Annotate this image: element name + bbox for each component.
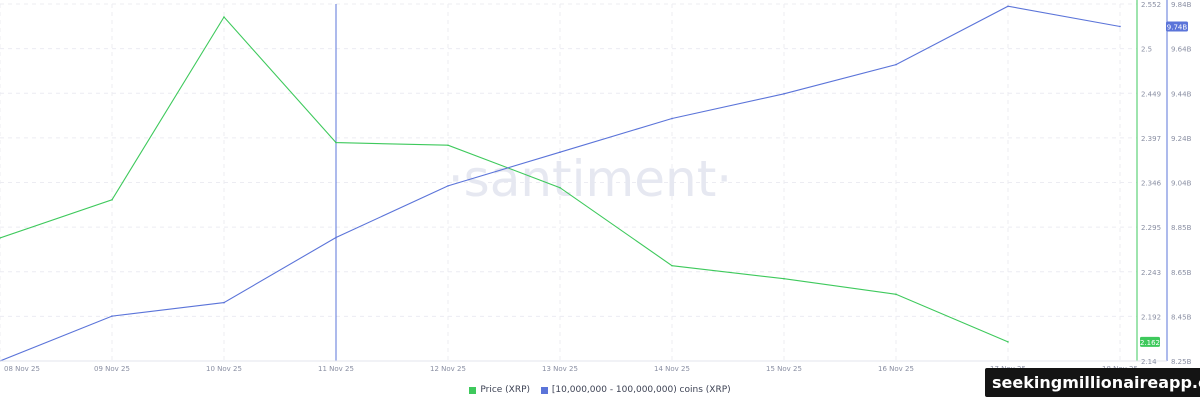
data-point-price: [559, 186, 561, 189]
data-point-price: [223, 16, 225, 18]
holders-axis-tick-label: 8.45B: [1171, 313, 1192, 321]
price-axis-tick-label: 2.192: [1141, 313, 1161, 321]
x-axis-tick-label: 15 Nov 25: [766, 365, 802, 373]
data-point-holders: [447, 185, 449, 187]
holders-axis-tick-label: 8.65B: [1171, 269, 1192, 277]
holders-axis-tick-label: 9.04B: [1171, 180, 1192, 188]
data-point-price: [447, 144, 449, 147]
legend-item-price[interactable]: Price (XRP): [469, 385, 530, 395]
x-axis-tick-label: 11 Nov 25: [318, 365, 354, 373]
series-line-price: [0, 16, 1009, 343]
data-point-holders: [1119, 25, 1121, 28]
data-point-holders: [335, 236, 337, 239]
holders-axis-tick-label: 8.25B: [1171, 358, 1192, 366]
data-point-holders: [895, 63, 897, 66]
price-axis-tick-label: 2.397: [1141, 135, 1161, 143]
data-point-holders: [559, 151, 561, 153]
last-price-label: 2.162: [1140, 336, 1160, 347]
data-point-holders: [1007, 5, 1009, 8]
x-axis-tick-label: 09 Nov 25: [94, 365, 130, 373]
holders-axis-tick-label: 9.84B: [1171, 1, 1192, 9]
holders-axis-tick-label: 8.85B: [1171, 224, 1192, 232]
price-axis-tick-label: 2.5: [1141, 46, 1152, 54]
data-point-holders: [111, 315, 113, 317]
data-point-price: [0, 237, 1, 239]
last-price-label-text: 2.162: [1140, 339, 1160, 347]
x-axis-tick-label: 12 Nov 25: [430, 365, 466, 373]
price-axis-tick-label: 2.449: [1141, 90, 1161, 98]
data-point-price: [671, 264, 673, 267]
data-point-holders: [783, 93, 785, 95]
x-axis-tick-label: 16 Nov 25: [878, 365, 914, 373]
last-price-label-bg: [1140, 336, 1160, 347]
data-point-holders: [671, 117, 673, 120]
last-holders-label-bg: [1166, 21, 1188, 32]
legend-swatch-holders: [540, 386, 548, 394]
data-point-price: [335, 141, 337, 144]
price-axis-tick-label: 2.14: [1141, 358, 1157, 366]
data-point-price: [111, 199, 113, 201]
price-axis-tick-label: 2.295: [1141, 224, 1161, 232]
price-axis-tick-label: 2.243: [1141, 269, 1161, 277]
data-point-price: [1007, 341, 1009, 343]
data-point-holders: [223, 301, 225, 304]
x-axis-tick-label: 08 Nov 25: [4, 365, 40, 373]
holders-axis-tick-label: 9.24B: [1171, 135, 1192, 143]
x-axis-tick-label: 14 Nov 25: [654, 365, 690, 373]
holders-axis-tick-label: 9.64B: [1171, 46, 1192, 54]
legend: Price (XRP) [10,000,000 - 100,000,000) c…: [0, 385, 1200, 397]
x-axis-tick-label: 10 Nov 25: [206, 365, 242, 373]
legend-label-holders: [10,000,000 - 100,000,000) coins (XRP): [551, 385, 731, 395]
legend-swatch-price: [469, 386, 477, 394]
price-axis-tick-label: 2.346: [1141, 180, 1162, 188]
last-holders-label-text: 9.74B: [1167, 23, 1188, 31]
santiment-watermark: ·santiment·: [448, 150, 732, 208]
data-point-price: [783, 277, 785, 280]
legend-label-price: Price (XRP): [480, 385, 531, 395]
site-watermark-badge: seekingmillionaireapp.com: [985, 368, 1200, 397]
price-axis-tick-label: 2.552: [1141, 1, 1161, 9]
legend-item-holders[interactable]: [10,000,000 - 100,000,000) coins (XRP): [540, 385, 731, 395]
holders-axis-tick-label: 9.44B: [1171, 90, 1192, 98]
x-axis-tick-label: 13 Nov 25: [542, 365, 578, 373]
data-point-price: [895, 293, 897, 296]
last-holders-label: 9.74B: [1166, 21, 1188, 32]
